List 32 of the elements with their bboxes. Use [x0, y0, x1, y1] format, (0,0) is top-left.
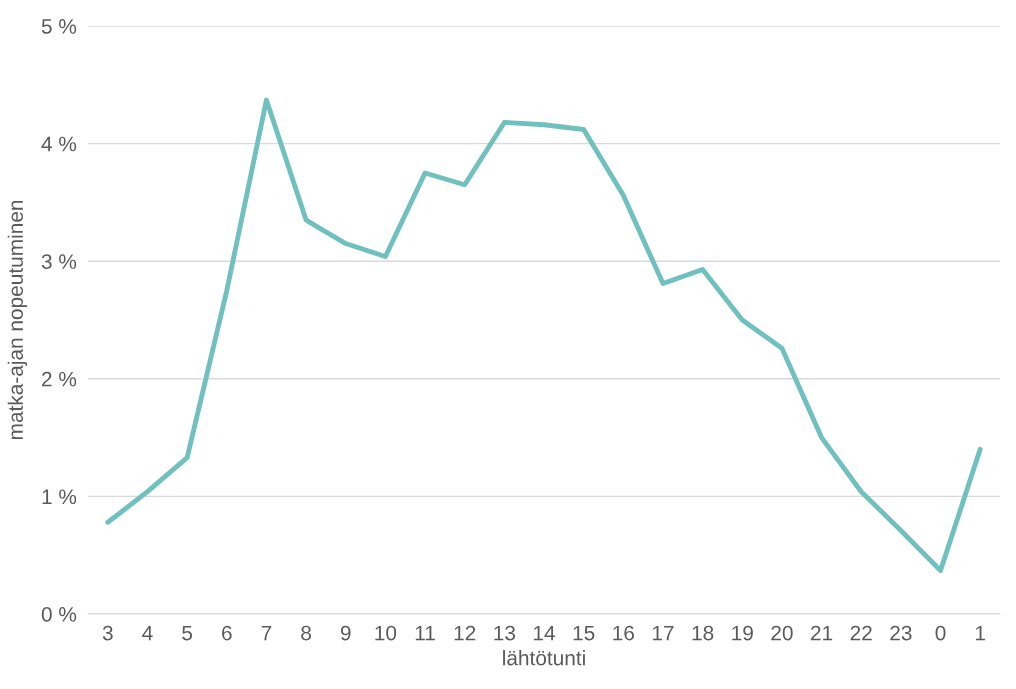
x-tick-label: 20	[771, 625, 793, 641]
x-tick-label: 12	[454, 625, 476, 641]
x-tick-label: 19	[732, 625, 753, 641]
x-tick-label: 11	[415, 625, 435, 641]
x-tick-label: 1	[975, 625, 985, 641]
y-axis-title: matka-ajan nopeutuminen	[7, 200, 28, 440]
y-tick-label: 5 %	[41, 19, 77, 34]
x-tick-label: 3	[102, 625, 113, 641]
x-axis-title: lähtötunti	[503, 650, 585, 666]
x-tick-label: 8	[301, 625, 311, 641]
x-tick-label: 5	[182, 625, 193, 641]
y-tick-label: 4 %	[41, 136, 77, 152]
x-tick-label: 23	[890, 625, 912, 641]
y-tick-label: 0 %	[41, 607, 77, 622]
x-tick-label: 10	[375, 625, 397, 641]
x-tick-label: 0	[935, 625, 946, 641]
x-tick-label: 13	[494, 625, 516, 641]
line-series	[105, 97, 983, 573]
x-tick-label: 16	[613, 625, 634, 641]
x-tick-label: 17	[652, 625, 674, 641]
x-tick-label: 14	[534, 625, 555, 641]
x-tick-label: 15	[573, 625, 595, 641]
x-tick-label: 21	[811, 625, 833, 641]
x-tick-label: 18	[692, 625, 714, 641]
x-tick-label: 7	[261, 625, 272, 641]
x-tick-label: 6	[222, 625, 232, 641]
y-tick-label: 3 %	[41, 254, 77, 269]
y-tick-label: 2 %	[42, 371, 77, 387]
x-tick-label: 4	[142, 625, 153, 641]
x-tick-label: 9	[340, 625, 351, 641]
x-tick-label: 22	[850, 625, 872, 641]
y-tick-label: 1 %	[42, 489, 77, 505]
